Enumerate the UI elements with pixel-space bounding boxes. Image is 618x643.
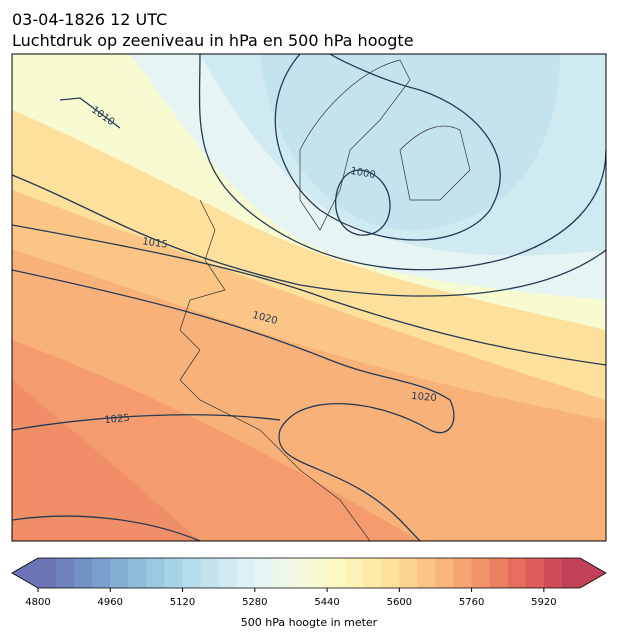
colorbar-band: [146, 558, 165, 588]
colorbar-band: [182, 558, 202, 588]
map-frame: [11, 53, 607, 542]
colorbar-band: [272, 558, 292, 588]
colorbar-band: [543, 558, 563, 588]
isobar-label: 1025: [104, 413, 130, 426]
colorbar-band: [489, 558, 509, 588]
colorbar-band: [236, 558, 256, 588]
colorbar-band: [399, 558, 418, 588]
colorbar-band: [435, 558, 455, 588]
isobar-label: 1015: [142, 236, 169, 250]
colorbar-tick-label: 5120: [170, 597, 195, 608]
colorbar-band: [327, 558, 346, 588]
colorbar-tick-label: 5760: [459, 597, 484, 608]
colorbar-band: [507, 558, 527, 588]
subtitle: Luchtdruk op zeeniveau in hPa en 500 hPa…: [12, 31, 414, 50]
colorbar-band: [561, 558, 581, 588]
colorbar-band: [164, 558, 184, 588]
colorbar-band: [417, 558, 436, 588]
colorbar-tick-label: 5440: [314, 597, 339, 608]
colorbar-band: [309, 558, 328, 588]
map: [12, 54, 606, 541]
colorbar-extend-high: [580, 558, 606, 588]
colorbar-band: [218, 558, 238, 588]
colorbar-band: [92, 558, 111, 588]
colorbar-tick-label: 4960: [98, 597, 123, 608]
colorbar-band: [471, 558, 491, 588]
colorbar-band: [110, 558, 129, 588]
colorbar-band: [345, 558, 364, 588]
isobar-label: 1020: [411, 391, 437, 404]
colorbar-band: [525, 558, 545, 588]
colorbar-tick-label: 5920: [531, 597, 556, 608]
colorbar-band: [56, 558, 75, 588]
colorbar-band: [74, 558, 93, 588]
colorbar-band: [254, 558, 274, 588]
isobar-label: 1000: [349, 166, 376, 181]
colorbar-label: 500 hPa hoogte in meter: [241, 616, 378, 629]
colorbar-extend-low: [12, 558, 38, 588]
colorbar-band: [363, 558, 382, 588]
colorbar-tick-label: 5280: [242, 597, 267, 608]
colorbar-band: [200, 558, 220, 588]
colorbar: 4800 4960 5120 5280 5440 5600 5760 5920 500 hPa …: [11, 557, 607, 629]
colorbar-band: [453, 558, 473, 588]
colorbar-tick-label: 5600: [387, 597, 412, 608]
title: 03-04-1826 12 UTC: [12, 10, 167, 29]
colorbar-band: [38, 558, 57, 588]
colorbar-band: [128, 558, 147, 588]
colorbar-band: [381, 558, 400, 588]
colorbar-tick-label: 4800: [25, 597, 50, 608]
colorbar-band: [290, 558, 310, 588]
